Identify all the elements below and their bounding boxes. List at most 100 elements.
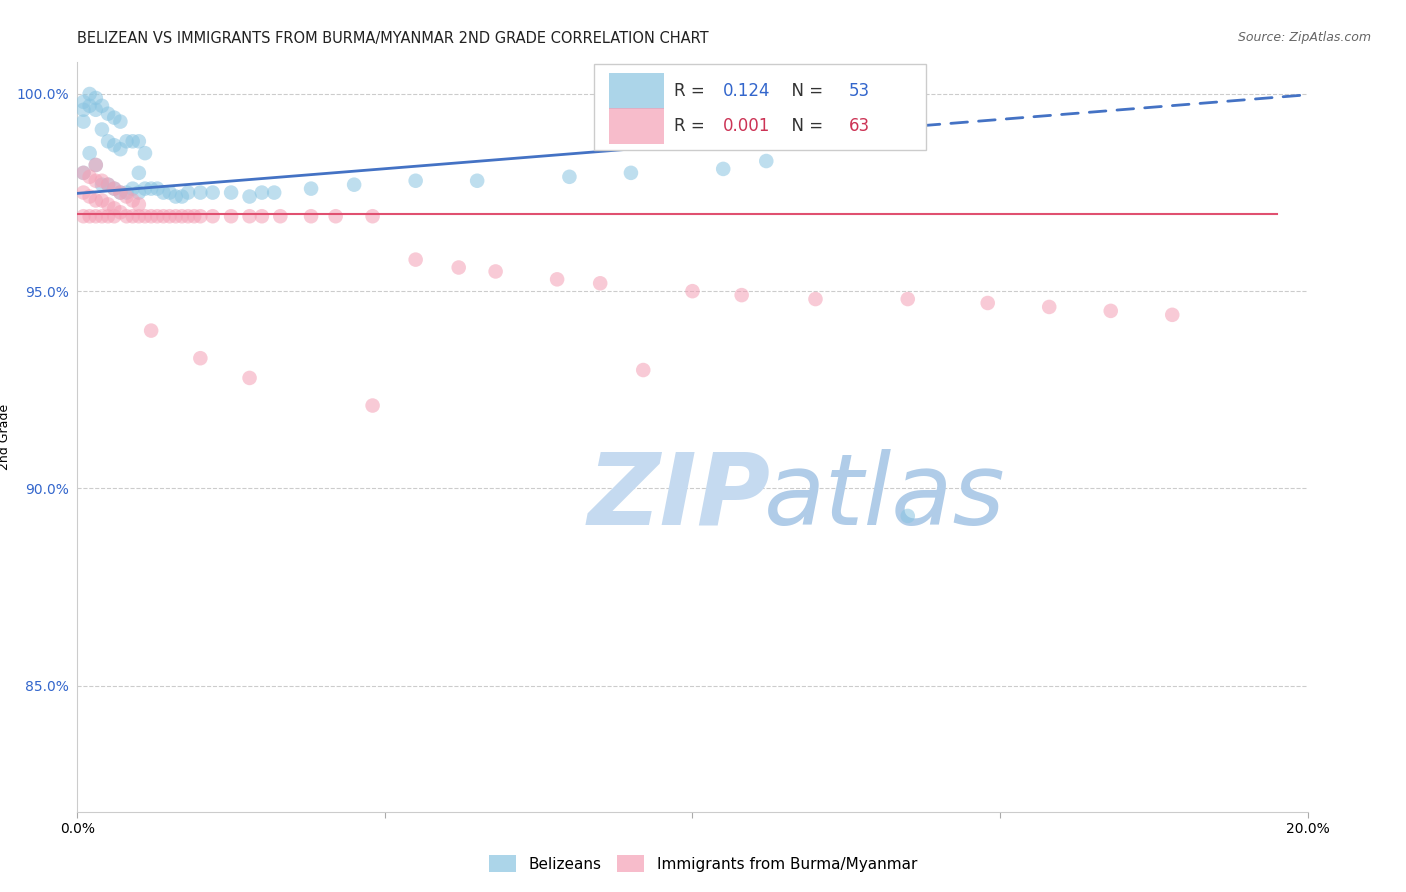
Point: [90, 99, 114, 113]
Point: [239, 209, 262, 223]
Point: [589, 277, 612, 291]
Point: [361, 209, 384, 223]
Point: [115, 134, 138, 148]
Point: [84, 209, 107, 223]
Point: [79, 146, 101, 161]
Point: [558, 169, 581, 184]
Point: [72, 114, 94, 128]
Point: [110, 205, 132, 219]
Point: [79, 169, 101, 184]
Point: [128, 186, 150, 200]
Point: [134, 209, 156, 223]
Point: [90, 122, 114, 136]
Point: [165, 189, 187, 203]
FancyBboxPatch shape: [595, 64, 927, 150]
Text: 0.124: 0.124: [723, 82, 770, 100]
Point: [121, 134, 143, 148]
Point: [250, 209, 273, 223]
Point: [121, 209, 143, 223]
Point: [103, 209, 125, 223]
Point: [405, 174, 427, 188]
Point: [97, 209, 120, 223]
Text: 0.001: 0.001: [723, 117, 770, 135]
Point: [72, 186, 94, 200]
Text: ZIP: ZIP: [588, 449, 770, 546]
Point: [188, 186, 212, 200]
Point: [128, 134, 150, 148]
Point: [97, 197, 120, 211]
Point: [134, 146, 156, 161]
Point: [159, 186, 181, 200]
Point: [152, 209, 174, 223]
Y-axis label: 2nd Grade: 2nd Grade: [0, 404, 11, 470]
Point: [152, 186, 174, 200]
Point: [177, 186, 200, 200]
Point: [343, 178, 366, 192]
Point: [79, 209, 101, 223]
Point: [546, 272, 568, 286]
Point: [90, 194, 114, 208]
Point: [263, 186, 285, 200]
Point: [72, 103, 94, 117]
Point: [361, 399, 384, 413]
Point: [110, 186, 132, 200]
Point: [141, 181, 163, 195]
Point: [239, 371, 262, 385]
Point: [84, 194, 107, 208]
Point: [72, 166, 94, 180]
Point: [165, 209, 187, 223]
Point: [755, 154, 778, 169]
Point: [103, 202, 125, 216]
Point: [84, 158, 107, 172]
Point: [141, 209, 163, 223]
Point: [115, 189, 138, 203]
FancyBboxPatch shape: [609, 108, 664, 145]
Point: [72, 209, 94, 223]
Point: [79, 189, 101, 203]
Text: Source: ZipAtlas.com: Source: ZipAtlas.com: [1237, 31, 1371, 45]
Point: [188, 209, 212, 223]
Point: [134, 181, 156, 195]
Point: [1161, 308, 1184, 322]
Point: [115, 186, 138, 200]
Point: [97, 178, 120, 192]
Point: [201, 209, 224, 223]
Point: [219, 186, 242, 200]
Point: [90, 178, 114, 192]
Point: [188, 351, 212, 366]
Point: [103, 181, 125, 195]
Text: N =: N =: [782, 117, 828, 135]
Point: [250, 186, 273, 200]
Point: [620, 166, 643, 180]
Point: [325, 209, 347, 223]
Point: [103, 138, 125, 153]
Point: [711, 161, 734, 176]
Point: [159, 209, 181, 223]
Text: N =: N =: [782, 82, 828, 100]
Point: [128, 209, 150, 223]
Point: [146, 209, 169, 223]
FancyBboxPatch shape: [609, 73, 664, 109]
Point: [299, 209, 322, 223]
Text: R =: R =: [673, 82, 710, 100]
Point: [177, 209, 200, 223]
Text: R =: R =: [673, 117, 710, 135]
Point: [128, 166, 150, 180]
Point: [239, 189, 262, 203]
Point: [170, 209, 193, 223]
Point: [682, 284, 704, 298]
Point: [72, 95, 94, 109]
Point: [121, 181, 143, 195]
Point: [170, 189, 193, 203]
Point: [633, 363, 655, 377]
Point: [465, 174, 488, 188]
Text: atlas: atlas: [763, 449, 1005, 546]
Point: [731, 288, 754, 302]
Point: [97, 106, 120, 120]
Point: [90, 174, 114, 188]
Point: [183, 209, 205, 223]
Point: [84, 103, 107, 117]
Point: [84, 158, 107, 172]
Point: [485, 264, 508, 278]
Text: 63: 63: [849, 117, 870, 135]
